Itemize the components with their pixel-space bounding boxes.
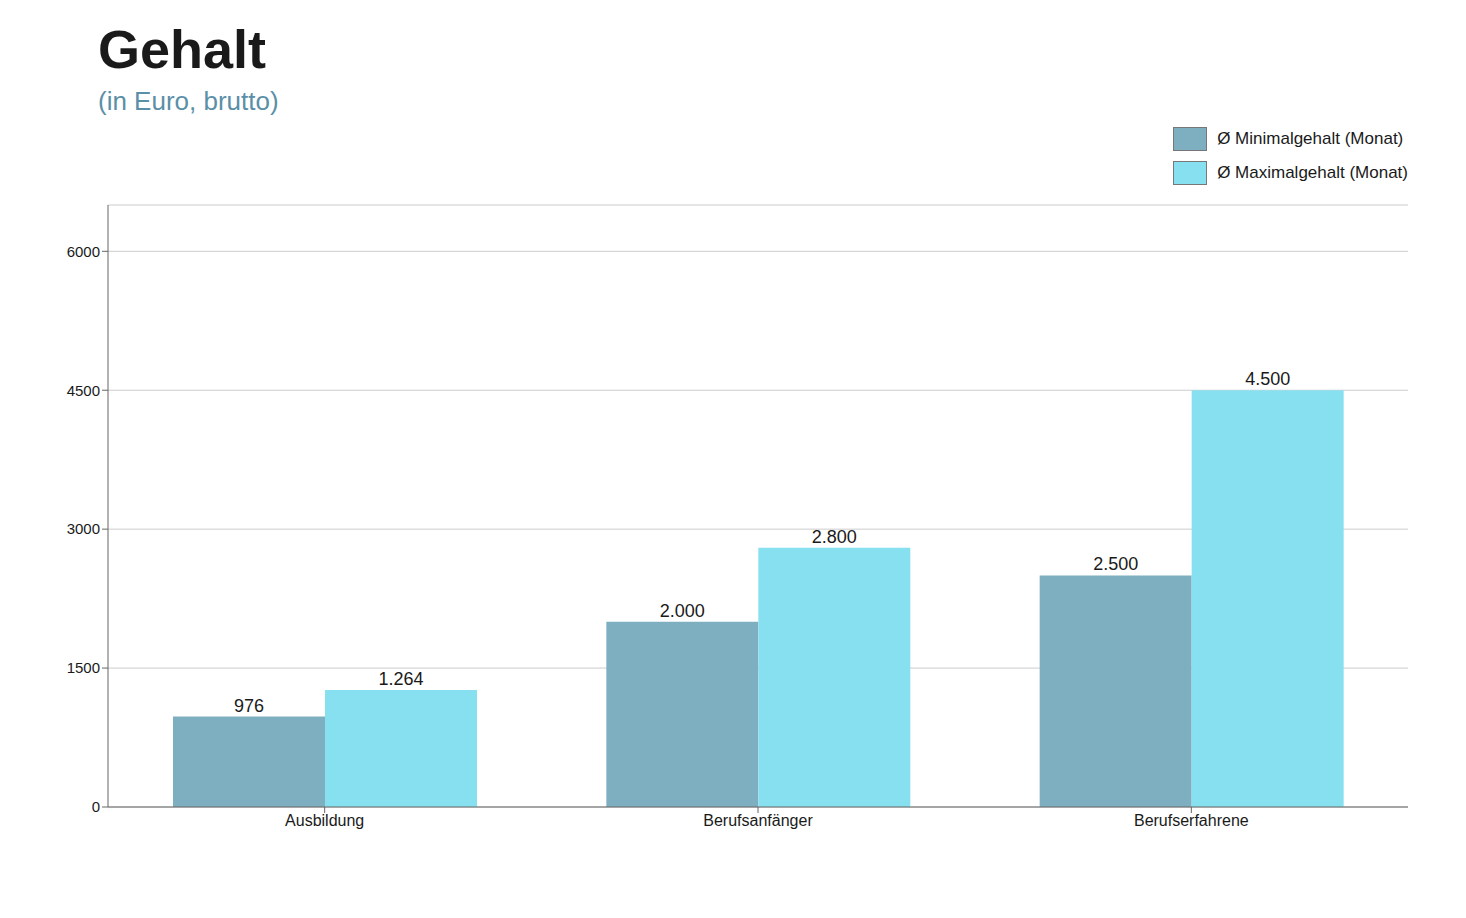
svg-text:2.500: 2.500 <box>1093 555 1138 575</box>
svg-text:Ausbildung: Ausbildung <box>285 812 364 829</box>
svg-text:6000: 6000 <box>67 243 100 260</box>
svg-text:976: 976 <box>234 696 264 716</box>
svg-text:Berufserfahrene: Berufserfahrene <box>1134 812 1249 829</box>
svg-text:2.800: 2.800 <box>812 527 857 547</box>
html-text:(in Euro, brutto): (in Euro, brutto) <box>98 86 279 117</box>
svg-text:1500: 1500 <box>67 659 100 676</box>
svg-text:0: 0 <box>92 798 100 815</box>
svg-text:2.000: 2.000 <box>660 601 705 621</box>
html-text:Gehalt: Gehalt <box>98 19 266 79</box>
svg-text:1.264: 1.264 <box>378 669 423 689</box>
svg-text:4.500: 4.500 <box>1245 369 1290 389</box>
svg-text:3000: 3000 <box>67 521 100 538</box>
html-text:Ø Maximalgehalt (Monat): Ø Maximalgehalt (Monat) <box>1217 163 1408 183</box>
svg-text:4500: 4500 <box>67 382 100 399</box>
svg-text:Berufsanfänger: Berufsanfänger <box>703 812 813 829</box>
html-text:Ø Minimalgehalt (Monat): Ø Minimalgehalt (Monat) <box>1217 129 1404 149</box>
